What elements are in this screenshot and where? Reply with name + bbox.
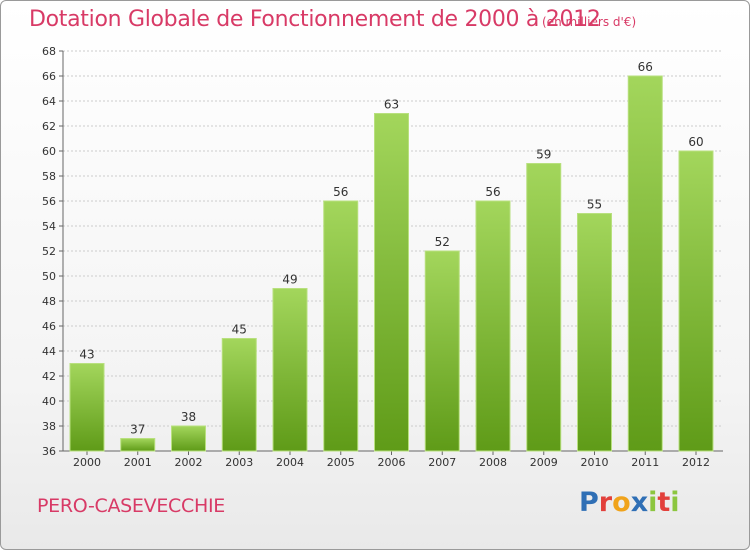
x-tick-label: 2003 <box>225 456 253 469</box>
data-label: 56 <box>485 185 500 199</box>
x-tick-label: 2007 <box>428 456 456 469</box>
bar <box>627 75 663 452</box>
y-tick-label: 56 <box>42 195 56 208</box>
data-label: 63 <box>384 98 399 112</box>
x-tick-label: 2001 <box>124 456 152 469</box>
bar <box>424 250 460 452</box>
x-tick-label: 2004 <box>276 456 304 469</box>
data-label: 56 <box>333 185 348 199</box>
x-tick-label: 2005 <box>327 456 355 469</box>
y-tick-label: 48 <box>42 295 56 308</box>
data-label: 60 <box>688 135 703 149</box>
logo-letter: o <box>612 487 631 518</box>
chart-unit-label: (en milliers d'€) <box>542 15 637 29</box>
logo-letter: P <box>579 487 599 518</box>
data-label: 52 <box>435 235 450 249</box>
data-label: 66 <box>638 60 653 74</box>
data-label: 55 <box>587 198 602 212</box>
x-tick-label: 2012 <box>682 456 710 469</box>
x-tick-label: 2008 <box>479 456 507 469</box>
logo-letter: t <box>657 487 671 518</box>
bar <box>323 200 359 452</box>
logo-letter: x <box>630 487 649 518</box>
x-tick-label: 2002 <box>175 456 203 469</box>
data-label: 37 <box>130 423 145 437</box>
logo-letter: r <box>598 487 613 518</box>
y-tick-label: 64 <box>42 95 56 108</box>
x-tick-label: 2011 <box>631 456 659 469</box>
y-tick-label: 50 <box>42 270 56 283</box>
data-label: 38 <box>181 410 196 424</box>
logo-letter: i <box>670 487 680 518</box>
y-tick-label: 46 <box>42 320 56 333</box>
bar <box>120 438 156 452</box>
data-label: 49 <box>282 273 297 287</box>
y-tick-label: 40 <box>42 395 56 408</box>
bar <box>221 338 257 452</box>
bar <box>272 288 308 452</box>
bar <box>374 113 409 452</box>
proxiti-logo: Proxiti <box>579 487 680 518</box>
x-tick-label: 2010 <box>581 456 609 469</box>
y-tick-label: 42 <box>42 370 56 383</box>
x-tick-label: 2009 <box>530 456 558 469</box>
y-tick-label: 38 <box>42 420 56 433</box>
y-tick-label: 54 <box>42 220 56 233</box>
bar <box>171 425 206 452</box>
y-tick-label: 66 <box>42 70 56 83</box>
bar <box>577 213 612 452</box>
commune-name: PERO-CASEVECCHIE <box>37 495 225 517</box>
y-tick-label: 68 <box>42 45 56 58</box>
y-tick-label: 44 <box>42 345 56 358</box>
y-tick-label: 62 <box>42 120 56 133</box>
y-tick-label: 52 <box>42 245 56 258</box>
x-tick-label: 2000 <box>73 456 101 469</box>
x-tick-label: 2006 <box>378 456 406 469</box>
logo-letter: i <box>648 487 658 518</box>
y-tick-label: 58 <box>42 170 56 183</box>
data-label: 45 <box>232 323 247 337</box>
bar <box>526 163 562 452</box>
chart-title: Dotation Globale de Fonctionnement de 20… <box>29 7 601 32</box>
data-label: 43 <box>79 348 94 362</box>
y-tick-label: 60 <box>42 145 56 158</box>
y-tick-label: 36 <box>42 445 56 458</box>
bar <box>678 150 714 452</box>
data-label: 59 <box>536 148 551 162</box>
bar <box>69 363 105 452</box>
bar <box>475 200 511 452</box>
